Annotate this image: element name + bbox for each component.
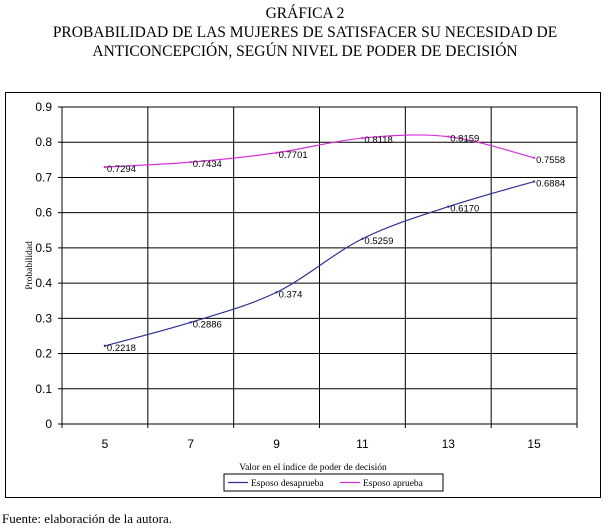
- legend-label: Esposo aprueba: [363, 479, 424, 489]
- series-line-1: [104, 180, 535, 347]
- legend-box: [223, 473, 444, 492]
- data-label: 0.7558: [536, 155, 565, 166]
- y-tick-label: 0.7: [35, 170, 52, 184]
- y-tick-label: 0.8: [35, 135, 52, 149]
- x-tick-label: 11: [356, 437, 369, 451]
- y-tick-label: 0.2: [35, 347, 52, 361]
- y-tick-label: 0.5: [35, 241, 52, 255]
- data-point: [447, 205, 450, 208]
- y-tick-label: 0.1: [35, 382, 52, 396]
- data-point: [103, 165, 107, 169]
- data-point: [275, 151, 278, 154]
- y-tick-label: 0: [45, 417, 52, 431]
- data-label: 0.7434: [193, 159, 222, 170]
- data-point: [361, 136, 364, 140]
- chart-title-line-1: PROBABILIDAD DE LAS MUJERES DE SATISFACE…: [52, 24, 558, 41]
- data-label: 0.8159: [450, 134, 479, 145]
- chart-title-line-2: ANTICONCEPCIÓN, SEGÚN NIVEL DE PODER DE …: [92, 43, 518, 60]
- data-label: 0.7294: [107, 164, 136, 175]
- data-point: [189, 321, 192, 324]
- chart-frame: [5, 92, 601, 498]
- data-label: 0.6170: [450, 204, 479, 215]
- data-point: [532, 156, 536, 159]
- data-label: 0.8118: [364, 135, 392, 146]
- data-label: 0.6884: [536, 179, 565, 190]
- data-point: [532, 180, 536, 183]
- y-axis-label: Probabilidad: [25, 241, 35, 290]
- data-point: [447, 135, 450, 138]
- data-label: 0.2218: [107, 343, 136, 354]
- x-tick-label: 9: [273, 437, 280, 451]
- y-tick-label: 0.6: [35, 206, 52, 220]
- y-tick-label: 0.3: [35, 311, 52, 325]
- x-tick-label: 15: [527, 437, 541, 451]
- data-point: [103, 344, 107, 348]
- data-label: 0.5259: [364, 236, 393, 247]
- x-tick-label: 7: [187, 437, 194, 451]
- data-point: [361, 237, 364, 240]
- y-tick-label: 0.9: [35, 100, 52, 114]
- x-tick-label: 13: [442, 437, 456, 451]
- data-label: 0.7701: [279, 150, 308, 161]
- data-point: [275, 291, 278, 294]
- data-label: 0.2886: [193, 319, 222, 330]
- data-point: [189, 160, 192, 164]
- chart-title-number: GRÁFICA 2: [265, 5, 345, 22]
- x-axis-label: Valor en el índice de poder de decisión: [239, 463, 387, 473]
- legend-label: Esposo desaprueba: [251, 479, 324, 489]
- x-tick-label: 5: [102, 437, 109, 451]
- y-tick-label: 0.4: [35, 276, 52, 290]
- source-note: Fuente: elaboración de la autora.: [2, 511, 173, 526]
- series-line-2: [104, 134, 535, 168]
- data-label: 0.374: [279, 289, 303, 300]
